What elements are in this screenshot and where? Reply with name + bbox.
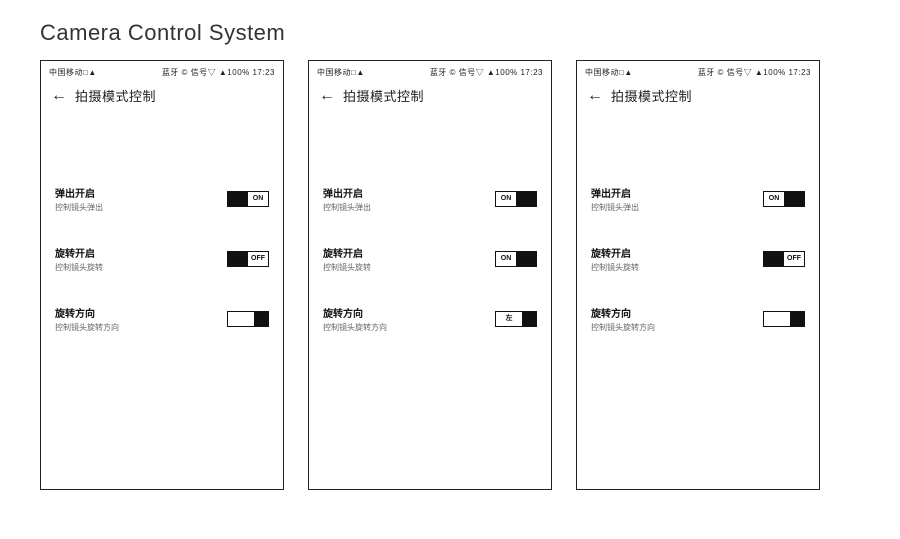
row-label: 旋转方向 (323, 305, 387, 320)
setting-row-rotate: 旋转开启 控制镜头旋转 ON (323, 245, 537, 273)
back-icon[interactable]: ← (51, 88, 67, 104)
direction-text: 左 (496, 312, 522, 326)
status-bar: 中国移动□▲ 蓝牙 © 信号▽ ▲100% 17:23 (309, 61, 551, 80)
spacer (577, 115, 819, 185)
row-sublabel: 控制镜头旋转方向 (591, 322, 655, 333)
row-sublabel: 控制镜头旋转方向 (55, 322, 119, 333)
direction-selector[interactable]: 左 (495, 311, 537, 327)
back-icon[interactable]: ← (587, 88, 603, 104)
title-bar: ← 拍摄模式控制 (309, 80, 551, 115)
row-label: 旋转方向 (591, 305, 655, 320)
page-title: Camera Control System (40, 20, 860, 46)
row-label: 旋转开启 (323, 245, 371, 260)
row-sublabel: 控制镜头旋转 (55, 262, 103, 273)
row-sublabel: 控制镜头弹出 (55, 202, 103, 213)
row-label: 旋转方向 (55, 305, 119, 320)
row-sublabel: 控制镜头旋转 (591, 262, 639, 273)
direction-selector[interactable] (227, 311, 269, 327)
selector-knob (254, 312, 268, 326)
rotate-toggle[interactable]: OFF (763, 251, 805, 267)
setting-row-direction: 旋转方向 控制镜头旋转方向 左 (323, 305, 537, 333)
toggle-knob (228, 192, 248, 206)
row-sublabel: 控制镜头旋转 (323, 262, 371, 273)
row-label: 弹出开启 (591, 185, 639, 200)
rotate-toggle[interactable]: ON (495, 251, 537, 267)
toggle-knob (764, 252, 784, 266)
direction-selector[interactable] (763, 311, 805, 327)
row-sublabel: 控制镜头旋转方向 (323, 322, 387, 333)
toggle-knob (516, 252, 536, 266)
toggle-knob (228, 252, 248, 266)
status-left: 中国移动□▲ (317, 67, 365, 78)
row-label: 旋转开启 (591, 245, 639, 260)
toggle-text: ON (248, 192, 268, 206)
title-bar: ← 拍摄模式控制 (577, 80, 819, 115)
screen-title: 拍摄模式控制 (343, 86, 424, 105)
status-bar: 中国移动□▲ 蓝牙 © 信号▽ ▲100% 17:23 (577, 61, 819, 80)
status-right: 蓝牙 © 信号▽ ▲100% 17:23 (162, 67, 275, 78)
status-bar: 中国移动□▲ 蓝牙 © 信号▽ ▲100% 17:23 (41, 61, 283, 80)
row-label: 弹出开启 (323, 185, 371, 200)
back-icon[interactable]: ← (319, 88, 335, 104)
spacer (41, 115, 283, 185)
screen-title: 拍摄模式控制 (75, 86, 156, 105)
rotate-toggle[interactable]: OFF (227, 251, 269, 267)
toggle-text: ON (764, 192, 784, 206)
selector-knob (522, 312, 536, 326)
row-sublabel: 控制镜头弹出 (591, 202, 639, 213)
status-left: 中国移动□▲ (49, 67, 97, 78)
phone-frame-3: 中国移动□▲ 蓝牙 © 信号▽ ▲100% 17:23 ← 拍摄模式控制 弹出开… (576, 60, 820, 490)
toggle-text: OFF (248, 252, 268, 266)
setting-row-popup: 弹出开启 控制镜头弹出 ON (323, 185, 537, 213)
settings-list: 弹出开启 控制镜头弹出 ON 旋转开启 控制镜头旋转 OFF (41, 185, 283, 333)
settings-list: 弹出开启 控制镜头弹出 ON 旋转开启 控制镜头旋转 ON (309, 185, 551, 333)
settings-list: 弹出开启 控制镜头弹出 ON 旋转开启 控制镜头旋转 OFF (577, 185, 819, 333)
setting-row-popup: 弹出开启 控制镜头弹出 ON (591, 185, 805, 213)
phone-frame-1: 中国移动□▲ 蓝牙 © 信号▽ ▲100% 17:23 ← 拍摄模式控制 弹出开… (40, 60, 284, 490)
title-bar: ← 拍摄模式控制 (41, 80, 283, 115)
status-right: 蓝牙 © 信号▽ ▲100% 17:23 (430, 67, 543, 78)
status-left: 中国移动□▲ (585, 67, 633, 78)
toggle-knob (784, 192, 804, 206)
phone-frame-2: 中国移动□▲ 蓝牙 © 信号▽ ▲100% 17:23 ← 拍摄模式控制 弹出开… (308, 60, 552, 490)
toggle-knob (516, 192, 536, 206)
status-right: 蓝牙 © 信号▽ ▲100% 17:23 (698, 67, 811, 78)
setting-row-rotate: 旋转开启 控制镜头旋转 OFF (591, 245, 805, 273)
selector-knob (790, 312, 804, 326)
setting-row-popup: 弹出开启 控制镜头弹出 ON (55, 185, 269, 213)
toggle-text: OFF (784, 252, 804, 266)
toggle-text: ON (496, 252, 516, 266)
screen-title: 拍摄模式控制 (611, 86, 692, 105)
phones-row: 中国移动□▲ 蓝牙 © 信号▽ ▲100% 17:23 ← 拍摄模式控制 弹出开… (40, 60, 860, 490)
spacer (309, 115, 551, 185)
row-sublabel: 控制镜头弹出 (323, 202, 371, 213)
setting-row-direction: 旋转方向 控制镜头旋转方向 (55, 305, 269, 333)
setting-row-direction: 旋转方向 控制镜头旋转方向 (591, 305, 805, 333)
popup-toggle[interactable]: ON (227, 191, 269, 207)
toggle-text: ON (496, 192, 516, 206)
popup-toggle[interactable]: ON (495, 191, 537, 207)
row-label: 旋转开启 (55, 245, 103, 260)
row-label: 弹出开启 (55, 185, 103, 200)
setting-row-rotate: 旋转开启 控制镜头旋转 OFF (55, 245, 269, 273)
popup-toggle[interactable]: ON (763, 191, 805, 207)
